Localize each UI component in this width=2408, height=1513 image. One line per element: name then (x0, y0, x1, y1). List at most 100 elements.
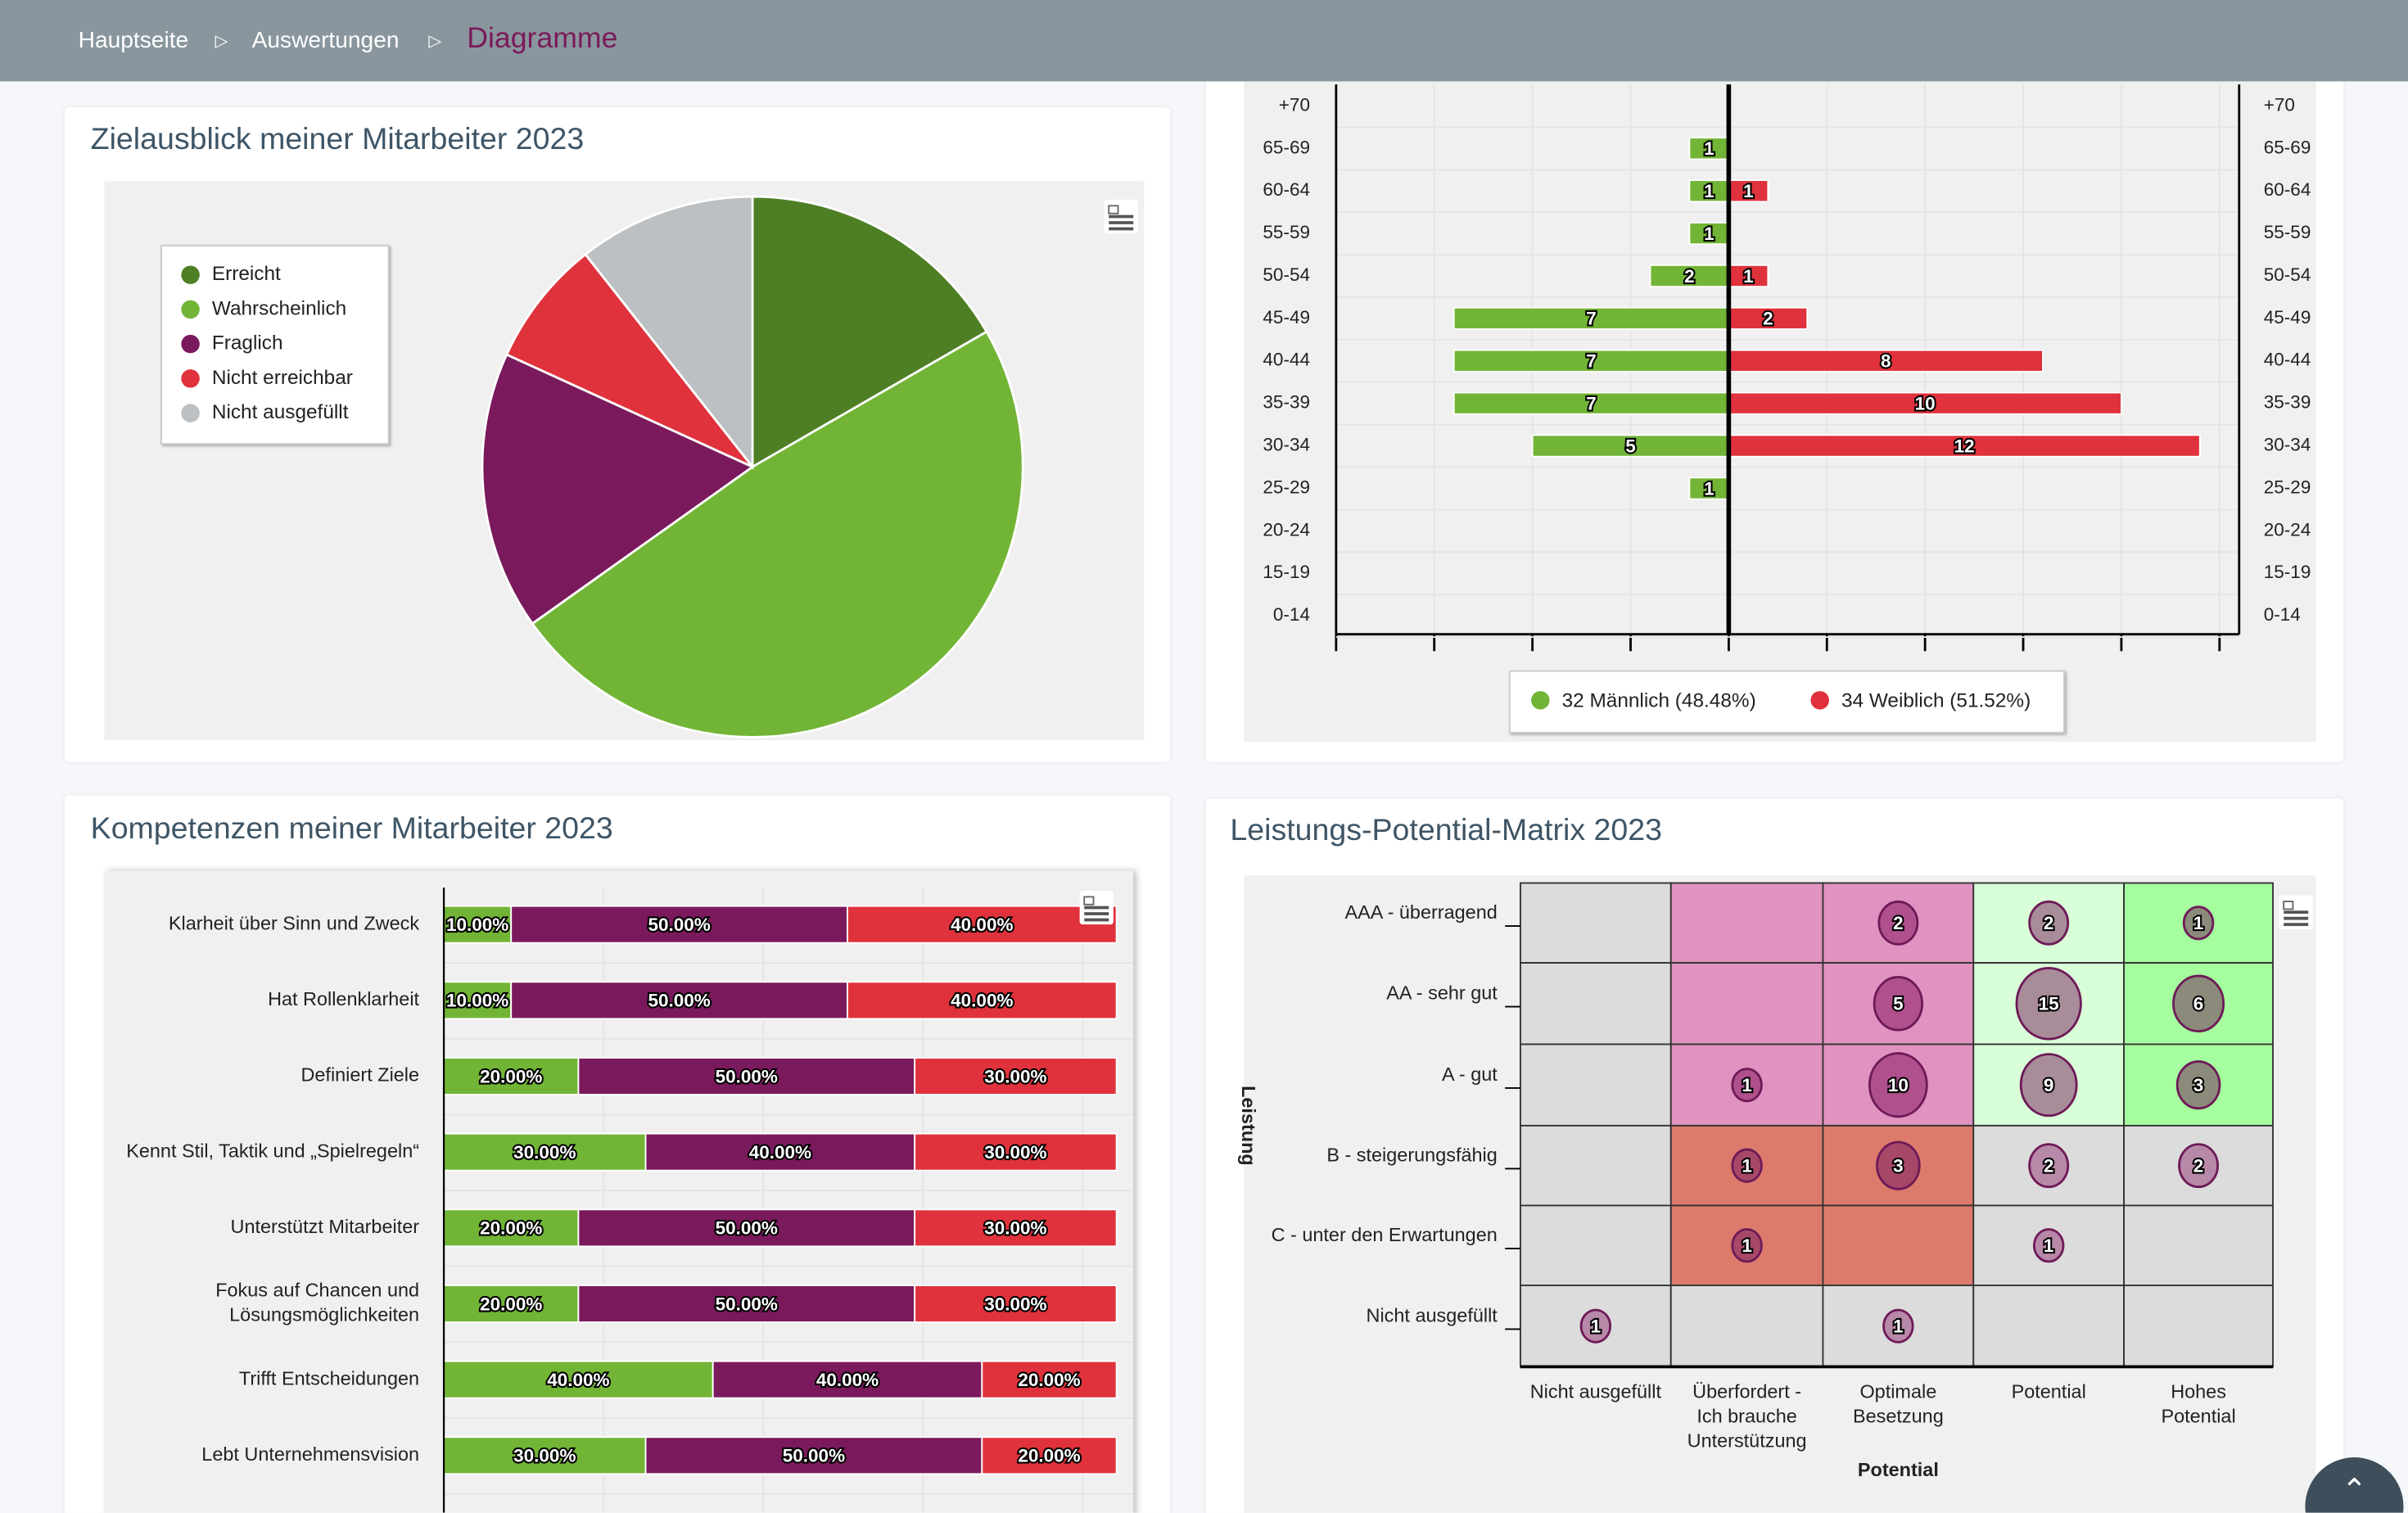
menu-line (1109, 221, 1134, 224)
y-label-right: 35-39 (2264, 392, 2311, 413)
bar-segment[interactable] (712, 1360, 983, 1399)
bubble[interactable] (1873, 976, 1924, 1032)
category-label: Lösungsmöglichkeiten (229, 1304, 419, 1326)
bar-male[interactable] (1452, 391, 1730, 415)
bar-male[interactable] (1688, 476, 1730, 500)
legend-item: 32 Männlich (48.48%) (1562, 690, 1756, 712)
bubble[interactable] (2178, 1143, 2220, 1189)
bar-segment[interactable] (847, 905, 1118, 944)
bar-segment[interactable] (847, 981, 1118, 1020)
legend-marker[interactable] (181, 265, 200, 285)
bubble[interactable] (1731, 1148, 1763, 1183)
legend-marker[interactable] (181, 334, 200, 354)
bar-male[interactable] (1688, 179, 1730, 203)
data-label: 50.00% (716, 1066, 778, 1086)
bubble[interactable] (1877, 900, 1919, 946)
pie-slice[interactable] (504, 252, 754, 468)
bar-segment[interactable] (914, 1132, 1118, 1172)
bar-segment[interactable] (443, 1360, 714, 1399)
data-label: 1 (1704, 181, 1715, 201)
bubble[interactable] (1882, 1308, 1914, 1344)
bar-segment[interactable] (577, 1285, 916, 1323)
pie-slice[interactable] (751, 195, 988, 469)
y-label-right: 60-64 (2264, 179, 2311, 200)
bubble[interactable] (2175, 1060, 2221, 1110)
panel-title: Leistungs-Potential-Matrix 2023 (1230, 814, 1663, 848)
bar-female[interactable] (1728, 349, 2044, 373)
bubble-label: 2 (2044, 1155, 2054, 1176)
legend-item: Nicht erreichbar (212, 367, 353, 389)
pie-slice[interactable] (481, 353, 755, 626)
breadcrumb-hauptseite[interactable]: Hauptseite (78, 27, 189, 54)
bubble[interactable] (1731, 1228, 1763, 1263)
hamburger-export-icon[interactable] (1104, 199, 1138, 234)
bar-segment[interactable] (981, 1360, 1118, 1399)
bar-segment[interactable] (443, 1436, 647, 1475)
bubble-label: 1 (2044, 1235, 2054, 1256)
bar-segment[interactable] (981, 1436, 1118, 1475)
pyramid-legend (1508, 670, 2065, 734)
hamburger-export-icon[interactable] (2279, 895, 2313, 929)
bar-segment[interactable] (443, 1208, 580, 1248)
bar-female[interactable] (1728, 306, 1809, 330)
bubble-label: 3 (1893, 1155, 1904, 1176)
row-label: B - steigerungsfähig (1326, 1145, 1497, 1166)
bar-male[interactable] (1688, 137, 1730, 160)
bubble[interactable] (2028, 1143, 2070, 1189)
legend-marker[interactable] (181, 404, 200, 422)
pie-slice[interactable] (531, 330, 1024, 738)
breadcrumb-auswertungen[interactable]: Auswertungen (251, 27, 400, 54)
y-label-left: 30-34 (1263, 435, 1310, 455)
bubble[interactable] (1731, 1068, 1763, 1103)
bar-male[interactable] (1452, 306, 1730, 330)
data-label: 1 (1704, 224, 1715, 244)
bar-male[interactable] (1649, 264, 1730, 288)
data-label: 7 (1586, 393, 1597, 413)
pie-slice[interactable] (584, 195, 754, 471)
bubble[interactable] (1876, 1140, 1921, 1190)
matrix-cell (2123, 1285, 2274, 1368)
bubble-label: 2 (1893, 913, 1904, 933)
legend-marker[interactable] (181, 300, 200, 319)
bar-segment[interactable] (914, 1057, 1118, 1095)
bar-female[interactable] (1728, 179, 1769, 203)
legend-marker[interactable] (181, 369, 200, 388)
x-axis-title: Potential (1858, 1459, 1939, 1480)
bar-male[interactable] (1688, 222, 1730, 246)
bar-segment[interactable] (510, 981, 848, 1020)
category-label: Unterstützt Mitarbeiter (231, 1216, 420, 1237)
menu-line (1084, 918, 1109, 922)
column-label: Nicht ausgefüllt (1530, 1380, 1662, 1402)
legend-marker[interactable] (1810, 691, 1829, 710)
bar-female[interactable] (1728, 264, 1769, 288)
bar-segment[interactable] (443, 1057, 580, 1095)
hamburger-export-icon[interactable] (1079, 890, 1114, 925)
legend-marker[interactable] (1531, 691, 1550, 710)
bubble-label: 3 (2193, 1075, 2204, 1095)
bubble[interactable] (2182, 906, 2215, 941)
bubble[interactable] (1868, 1052, 1928, 1118)
bubble[interactable] (1579, 1308, 1612, 1344)
bar-segment[interactable] (577, 1057, 916, 1095)
bar-male[interactable] (1531, 434, 1730, 458)
menu-line (2284, 916, 2309, 920)
panel-title: Zielausblick meiner Mitarbeiter 2023 (90, 123, 585, 157)
data-label: 30.00% (984, 1294, 1046, 1314)
y-label-right: 50-54 (2264, 264, 2311, 285)
bubble[interactable] (2028, 900, 2070, 946)
bar-male[interactable] (1452, 349, 1730, 373)
bubble-label: 9 (2044, 1075, 2054, 1095)
bar-segment[interactable] (443, 1132, 647, 1172)
bubble[interactable] (2172, 974, 2225, 1032)
data-label: 30.00% (513, 1142, 576, 1163)
bar-segment[interactable] (644, 1436, 983, 1475)
bar-segment[interactable] (914, 1208, 1118, 1248)
bar-segment[interactable] (914, 1285, 1118, 1323)
bubble[interactable] (2019, 1053, 2078, 1118)
bar-segment[interactable] (644, 1132, 916, 1172)
bar-segment[interactable] (443, 1285, 580, 1323)
bar-female[interactable] (1728, 391, 2122, 415)
bubble[interactable] (2015, 967, 2082, 1041)
matrix-cell (1520, 1124, 1672, 1207)
bubble[interactable] (2032, 1228, 2065, 1263)
